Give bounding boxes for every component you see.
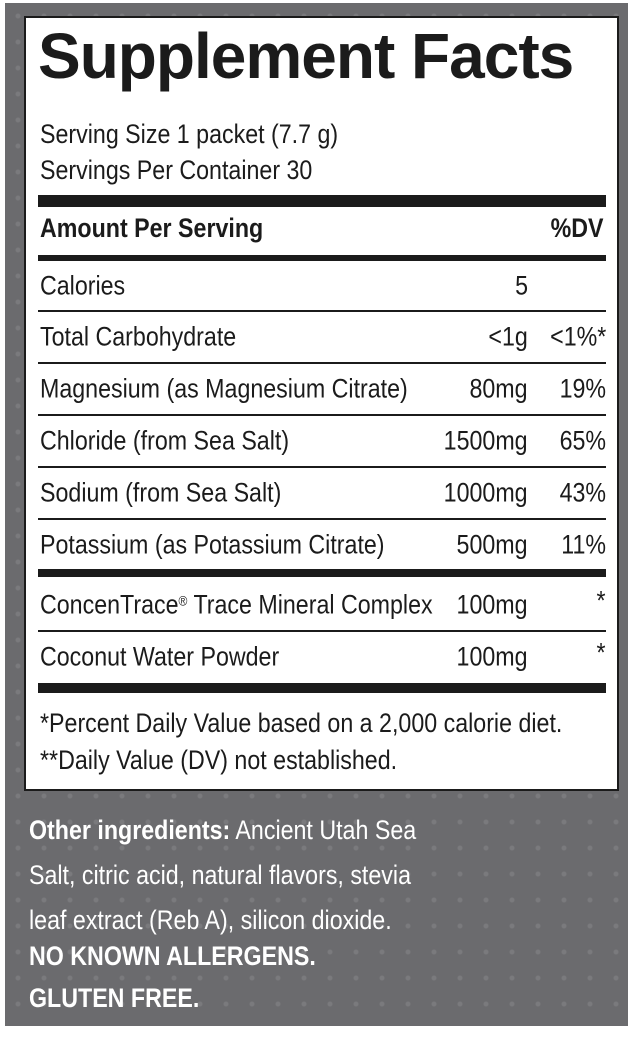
supplement-facts-panel: Supplement Facts Serving Size 1 packet (…	[24, 16, 619, 791]
footnote-not-established: **Daily Value (DV) not established.	[40, 745, 398, 775]
row-divider	[38, 518, 606, 520]
other-ingredients-line: Other ingredients: Ancient Utah Sea	[29, 808, 476, 853]
ingredient-name-brand: ConcenTrace	[40, 589, 179, 620]
nutrient-row: Calories 5	[38, 261, 606, 311]
ingredient-amount: 100mg	[456, 589, 528, 620]
registered-mark: ®	[178, 592, 188, 609]
other-ingredients-line: leaf extract (Reb A), silicon dioxide.	[29, 905, 392, 935]
nutrient-amount: 1500mg	[444, 425, 528, 456]
nutrient-dv: 19%	[559, 373, 606, 404]
nutrient-name: Potassium (as Potassium Citrate)	[40, 529, 385, 560]
nutrient-name: Calories	[40, 270, 126, 301]
ingredient-name: ConcenTrace® Trace Mineral Complex	[40, 589, 433, 620]
nutrient-row: Potassium (as Potassium Citrate) 500mg 1…	[38, 520, 606, 570]
nutrient-row: Sodium (from Sea Salt) 1000mg 43%	[38, 468, 606, 518]
nutrient-amount: 1000mg	[444, 477, 528, 508]
medium-divider	[38, 255, 606, 261]
nutrient-amount: 80mg	[469, 373, 528, 404]
row-divider	[38, 466, 606, 468]
nutrient-name: Total Carbohydrate	[40, 321, 237, 352]
thick-divider-bottom	[38, 683, 606, 693]
ingredient-row: Coconut Water Powder 100mg *	[38, 632, 606, 682]
row-divider	[38, 362, 606, 364]
ingredient-name: Coconut Water Powder	[40, 641, 280, 672]
nutrient-name: Chloride (from Sea Salt)	[40, 425, 290, 456]
header-percent-dv: %DV	[551, 213, 604, 243]
allergen-notice: NO KNOWN ALLERGENS.	[29, 941, 316, 971]
other-ingredients-label: Other ingredients:	[29, 815, 231, 845]
nutrient-row: Total Carbohydrate <1g <1%*	[38, 312, 606, 362]
servings-per-container: Servings Per Container 30	[40, 155, 313, 185]
panel-title: Supplement Facts	[38, 20, 574, 92]
nutrient-dv: 43%	[559, 477, 606, 508]
ingredient-amount: 100mg	[456, 641, 528, 672]
label-background: Supplement Facts Serving Size 1 packet (…	[5, 3, 628, 1026]
row-divider	[38, 630, 606, 632]
gluten-free-notice: GLUTEN FREE.	[29, 983, 200, 1013]
nutrient-row: Magnesium (as Magnesium Citrate) 80mg 19…	[38, 364, 606, 414]
nutrient-name: Magnesium (as Magnesium Citrate)	[40, 373, 408, 404]
row-divider	[38, 414, 606, 416]
other-ingredients-text: Ancient Utah Sea	[230, 815, 417, 845]
header-amount-per-serving: Amount Per Serving	[40, 213, 264, 243]
nutrient-dv: 11%	[561, 529, 606, 560]
ingredient-name-rest: Trace Mineral Complex	[187, 589, 433, 620]
thick-divider-middle	[38, 569, 606, 577]
nutrient-dv: <1%*	[549, 321, 606, 352]
ingredient-row: ConcenTrace® Trace Mineral Complex 100mg…	[38, 580, 606, 630]
nutrient-amount: 500mg	[456, 529, 528, 560]
other-ingredients-line: Salt, citric acid, natural flavors, stev…	[29, 860, 411, 890]
ingredient-dv: *	[596, 637, 606, 668]
nutrient-row: Chloride (from Sea Salt) 1500mg 65%	[38, 416, 606, 466]
nutrient-name: Sodium (from Sea Salt)	[40, 477, 282, 508]
row-divider	[38, 310, 606, 312]
ingredient-dv: *	[596, 585, 606, 616]
nutrient-dv: 65%	[559, 425, 606, 456]
other-ingredients: Other ingredients: Ancient Utah Sea Salt…	[29, 808, 476, 943]
serving-size: Serving Size 1 packet (7.7 g)	[40, 119, 339, 149]
nutrient-amount: 5	[515, 270, 528, 301]
nutrient-amount: <1g	[488, 321, 528, 352]
thick-divider-top	[38, 195, 606, 207]
footnote-daily-value: *Percent Daily Value based on a 2,000 ca…	[40, 708, 563, 738]
